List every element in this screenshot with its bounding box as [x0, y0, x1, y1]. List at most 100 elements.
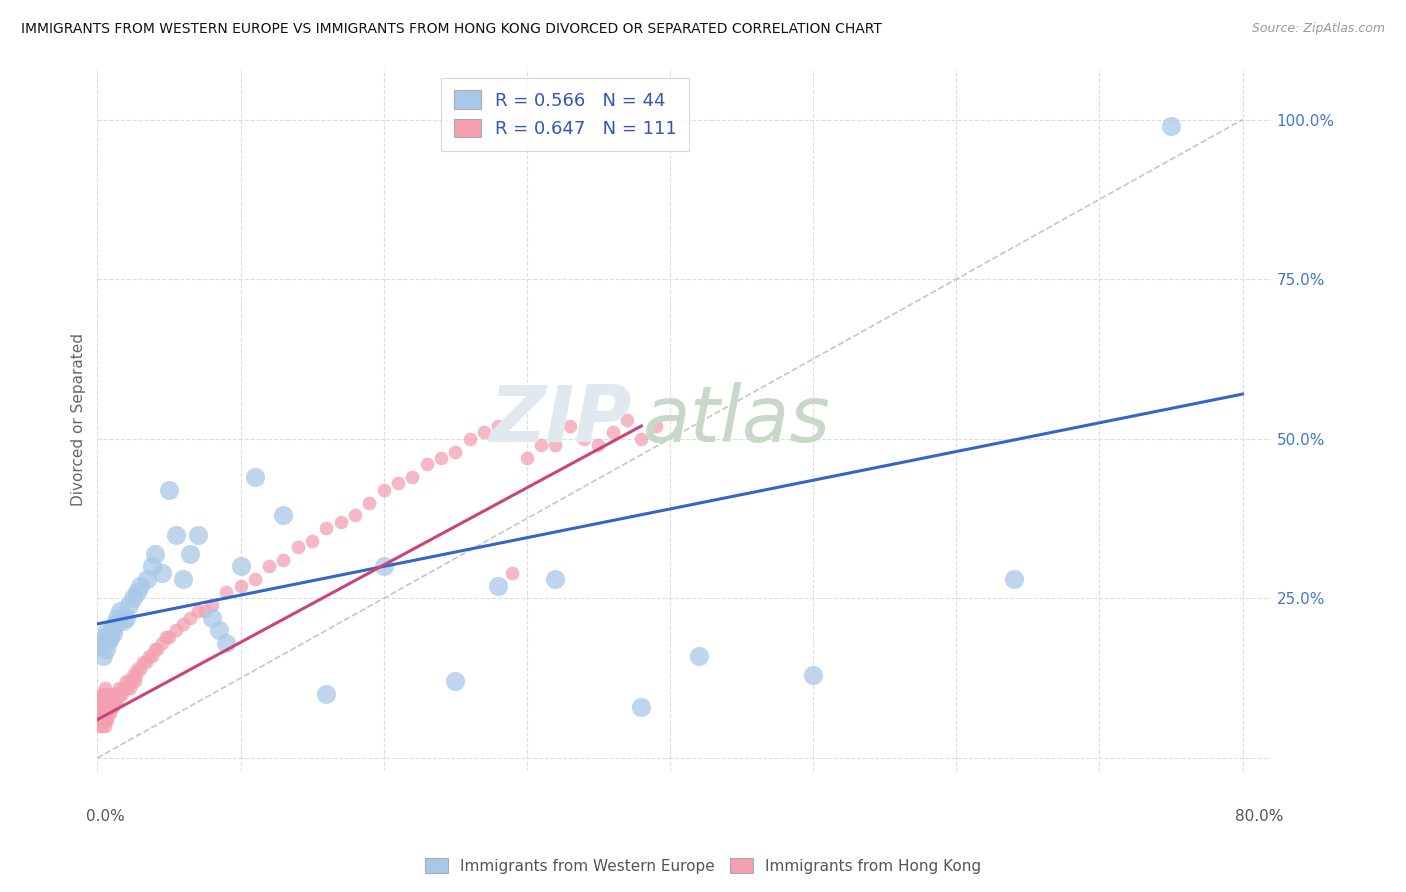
- Point: [172, 616, 194, 631]
- Point: [329, 515, 352, 529]
- Text: 80.0%: 80.0%: [1234, 809, 1282, 824]
- Point: [89, 713, 111, 727]
- Point: [100, 699, 122, 714]
- Point: [89, 639, 111, 653]
- Point: [94, 642, 117, 657]
- Point: [150, 636, 173, 650]
- Point: [146, 642, 169, 657]
- Point: [96, 624, 118, 638]
- Point: [94, 706, 117, 721]
- Point: [215, 636, 238, 650]
- Point: [138, 648, 160, 663]
- Point: [630, 699, 652, 714]
- Point: [344, 508, 367, 523]
- Point: [93, 693, 115, 707]
- Point: [157, 483, 180, 497]
- Point: [155, 630, 177, 644]
- Point: [150, 566, 173, 580]
- Point: [105, 693, 128, 707]
- Point: [87, 713, 110, 727]
- Point: [315, 687, 337, 701]
- Point: [630, 432, 652, 446]
- Point: [179, 610, 201, 624]
- Point: [115, 674, 138, 689]
- Point: [89, 693, 111, 707]
- Point: [91, 699, 114, 714]
- Point: [530, 438, 553, 452]
- Point: [415, 458, 437, 472]
- Text: 0.0%: 0.0%: [86, 809, 124, 824]
- Point: [91, 713, 114, 727]
- Point: [502, 566, 524, 580]
- Point: [93, 681, 115, 695]
- Point: [201, 610, 224, 624]
- Point: [91, 687, 114, 701]
- Point: [93, 706, 115, 721]
- Point: [114, 681, 136, 695]
- Point: [588, 438, 610, 452]
- Point: [215, 585, 238, 599]
- Point: [243, 572, 266, 586]
- Point: [105, 610, 128, 624]
- Point: [187, 527, 209, 541]
- Point: [103, 693, 125, 707]
- Point: [96, 693, 118, 707]
- Point: [91, 648, 114, 663]
- Point: [96, 706, 118, 721]
- Point: [90, 687, 112, 701]
- Point: [127, 662, 149, 676]
- Point: [688, 648, 710, 663]
- Point: [93, 719, 115, 733]
- Point: [165, 624, 187, 638]
- Point: [444, 674, 467, 689]
- Point: [120, 681, 142, 695]
- Point: [430, 450, 453, 465]
- Point: [94, 693, 117, 707]
- Point: [103, 687, 125, 701]
- Point: [132, 655, 155, 669]
- Point: [118, 674, 141, 689]
- Point: [301, 533, 323, 548]
- Point: [544, 438, 567, 452]
- Point: [101, 626, 124, 640]
- Point: [141, 648, 163, 663]
- Point: [127, 585, 149, 599]
- Point: [129, 578, 152, 592]
- Point: [98, 630, 121, 644]
- Point: [97, 699, 120, 714]
- Point: [143, 547, 166, 561]
- Point: [172, 572, 194, 586]
- Point: [104, 693, 127, 707]
- Point: [89, 706, 111, 721]
- Point: [93, 699, 115, 714]
- Point: [98, 706, 121, 721]
- Point: [129, 662, 152, 676]
- Point: [125, 668, 148, 682]
- Point: [94, 713, 117, 727]
- Text: IMMIGRANTS FROM WESTERN EUROPE VS IMMIGRANTS FROM HONG KONG DIVORCED OR SEPARATE: IMMIGRANTS FROM WESTERN EUROPE VS IMMIGR…: [21, 22, 882, 37]
- Point: [96, 699, 118, 714]
- Point: [229, 559, 252, 574]
- Point: [229, 578, 252, 592]
- Point: [359, 495, 381, 509]
- Point: [90, 636, 112, 650]
- Point: [1160, 119, 1182, 133]
- Point: [801, 668, 824, 682]
- Point: [458, 432, 481, 446]
- Point: [135, 655, 157, 669]
- Point: [187, 604, 209, 618]
- Point: [97, 706, 120, 721]
- Point: [90, 719, 112, 733]
- Point: [143, 642, 166, 657]
- Point: [101, 699, 124, 714]
- Point: [122, 668, 145, 682]
- Point: [90, 713, 112, 727]
- Point: [87, 706, 110, 721]
- Point: [387, 476, 409, 491]
- Point: [201, 598, 224, 612]
- Point: [486, 419, 509, 434]
- Point: [94, 699, 117, 714]
- Point: [157, 630, 180, 644]
- Point: [644, 419, 666, 434]
- Point: [121, 674, 143, 689]
